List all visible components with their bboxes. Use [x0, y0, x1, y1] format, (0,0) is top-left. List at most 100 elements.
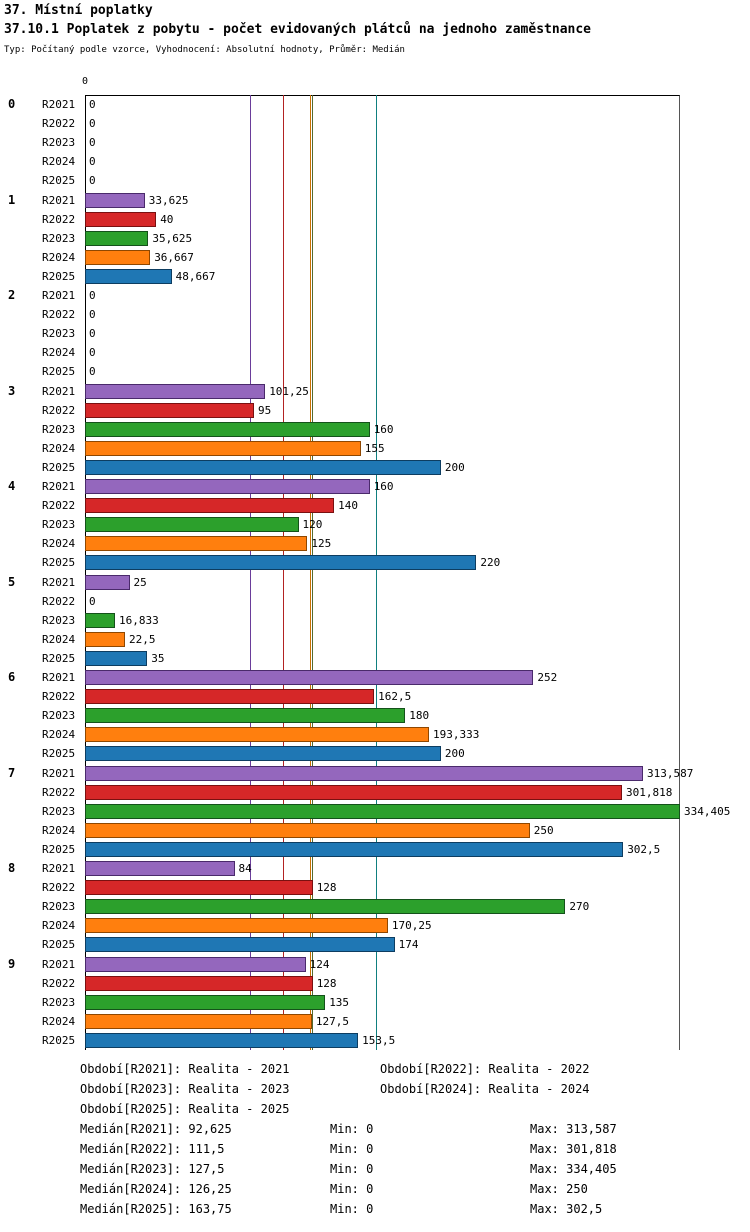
- series-row-label: R2021: [42, 862, 76, 875]
- stat-max-r2021: Max: 313,587: [530, 1122, 617, 1136]
- bar-value-label: 36,667: [154, 250, 194, 264]
- bar-value-label: 0: [89, 155, 96, 169]
- bar-value-label: 0: [89, 308, 96, 322]
- legend-period-r2025: Období[R2025]: Realita - 2025: [80, 1102, 290, 1116]
- bar-value-label: 0: [89, 289, 96, 302]
- bar-value-label: 135: [329, 995, 350, 1009]
- bar-value-label: 153,5: [362, 1033, 396, 1047]
- bar-value-label: 160: [373, 422, 394, 436]
- bar-value-label: 270: [569, 900, 590, 914]
- stat-max-r2025: Max: 302,5: [530, 1202, 603, 1216]
- bar-r2025-group-4: [85, 555, 477, 571]
- bar-value-label: 40: [160, 212, 174, 226]
- series-row-label: R2024: [42, 537, 76, 551]
- bar-r2021-group-4: [85, 479, 370, 494]
- series-row-label: R2023: [42, 995, 76, 1009]
- bar-r2025-group-1: [85, 268, 172, 284]
- bar-value-label: 155: [364, 441, 385, 455]
- median-line-r2025: [376, 95, 378, 1050]
- bar-value-label: 127,5: [315, 1014, 350, 1028]
- legend-stats-row: Medián[R2021]: 92,625 Min: 0 Max: 313,58…: [0, 1122, 750, 1142]
- bar-value-label: 170,25: [391, 919, 432, 933]
- median-line-r2024: [309, 95, 311, 1050]
- bar-value-label: 334,405: [684, 804, 731, 818]
- bar-value-label: 0: [89, 98, 96, 111]
- bar-r2021-group-6: [85, 670, 534, 685]
- legend-stats-row: Medián[R2025]: 163,75 Min: 0 Max: 302,5: [0, 1202, 750, 1222]
- legend-period-r2024: Období[R2024]: Realita - 2024: [380, 1082, 590, 1096]
- bar-r2022-group-9: [85, 975, 313, 991]
- bar-r2025-group-3: [85, 459, 441, 475]
- series-row-label: R2023: [42, 231, 76, 245]
- bar-value-label: 0: [89, 594, 96, 608]
- bar-value-label: 124: [309, 957, 330, 971]
- series-row-label: R2023: [42, 900, 76, 914]
- bar-value-label: 22,5: [129, 632, 156, 646]
- stat-median-r2025: Medián[R2025]: 163,75: [80, 1202, 232, 1216]
- series-row-label: R2022: [42, 403, 76, 417]
- legend-stats-row: Medián[R2024]: 126,25 Min: 0 Max: 250: [0, 1182, 750, 1202]
- series-row-label: R2025: [42, 651, 76, 665]
- series-row-label: R2021: [42, 289, 76, 302]
- series-row-label: R2022: [42, 117, 76, 131]
- legend-period-r2022: Období[R2022]: Realita - 2022: [380, 1062, 590, 1076]
- bar-value-label: 84: [238, 862, 252, 875]
- bar-value-label: 95: [258, 403, 272, 417]
- bar-r2024-group-1: [85, 249, 151, 265]
- bar-r2022-group-3: [85, 402, 254, 418]
- series-row-label: R2022: [42, 785, 76, 799]
- series-row-label: R2021: [42, 957, 76, 971]
- bar-r2025-group-8: [85, 937, 395, 953]
- bar-value-label: 160: [373, 480, 394, 493]
- series-row-label: R2021: [42, 575, 76, 589]
- bar-r2022-group-4: [85, 498, 335, 514]
- median-line-r2021: [249, 95, 251, 1050]
- bar-value-label: 0: [89, 174, 96, 188]
- bar-value-label: 25: [133, 575, 147, 589]
- bar-r2022-group-1: [85, 211, 157, 227]
- series-row-label: R2024: [42, 919, 76, 933]
- series-row-label: R2025: [42, 747, 76, 761]
- group-label-7: 7: [8, 765, 16, 780]
- legend-period-row: Období[R2025]: Realita - 2025: [0, 1102, 750, 1122]
- bar-r2021-group-7: [85, 765, 643, 781]
- group-label-3: 3: [8, 383, 16, 398]
- series-row-label: R2024: [42, 346, 76, 360]
- series-row-label: R2023: [42, 709, 76, 723]
- series-row-label: R2023: [42, 804, 76, 818]
- bar-r2022-group-8: [85, 880, 313, 896]
- series-row-label: R2023: [42, 327, 76, 341]
- bar-value-label: 16,833: [119, 613, 159, 627]
- bar-value-label: 250: [533, 823, 554, 837]
- series-row-label: R2025: [42, 1033, 76, 1047]
- stat-min-r2024: Min: 0: [330, 1182, 374, 1196]
- stat-median-r2023: Medián[R2023]: 127,5: [80, 1162, 225, 1176]
- bar-value-label: 174: [398, 938, 419, 952]
- series-row-label: R2022: [42, 690, 76, 704]
- legend-period-row: Období[R2021]: Realita - 2021 Období[R20…: [0, 1062, 750, 1082]
- bar-value-label: 200: [444, 747, 465, 761]
- bar-r2023-group-4: [85, 517, 299, 533]
- stat-median-r2024: Medián[R2024]: 126,25: [80, 1182, 232, 1196]
- chart-meta-line: Typ: Počítaný podle vzorce, Vyhodnocení:…: [4, 45, 405, 55]
- bar-r2023-group-6: [85, 708, 406, 724]
- bar-value-label: 128: [316, 881, 337, 895]
- stat-max-r2022: Max: 301,818: [530, 1142, 617, 1156]
- bar-value-label: 0: [89, 327, 96, 341]
- bar-r2021-group-5: [85, 574, 130, 590]
- series-row-label: R2022: [42, 976, 76, 990]
- bar-r2024-group-4: [85, 536, 308, 552]
- stat-max-r2023: Max: 334,405: [530, 1162, 617, 1176]
- stat-min-r2021: Min: 0: [330, 1122, 374, 1136]
- legend-stats-row: Medián[R2023]: 127,5 Min: 0 Max: 334,405: [0, 1162, 750, 1182]
- bar-value-label: 200: [444, 460, 465, 474]
- series-row-label: R2025: [42, 365, 76, 379]
- series-row-label: R2024: [42, 155, 76, 169]
- median-line-r2023: [311, 95, 313, 1050]
- bar-value-label: 35: [151, 651, 165, 665]
- page-title: 37. Místní poplatky: [4, 3, 153, 18]
- series-row-label: R2022: [42, 881, 76, 895]
- series-row-label: R2021: [42, 671, 76, 684]
